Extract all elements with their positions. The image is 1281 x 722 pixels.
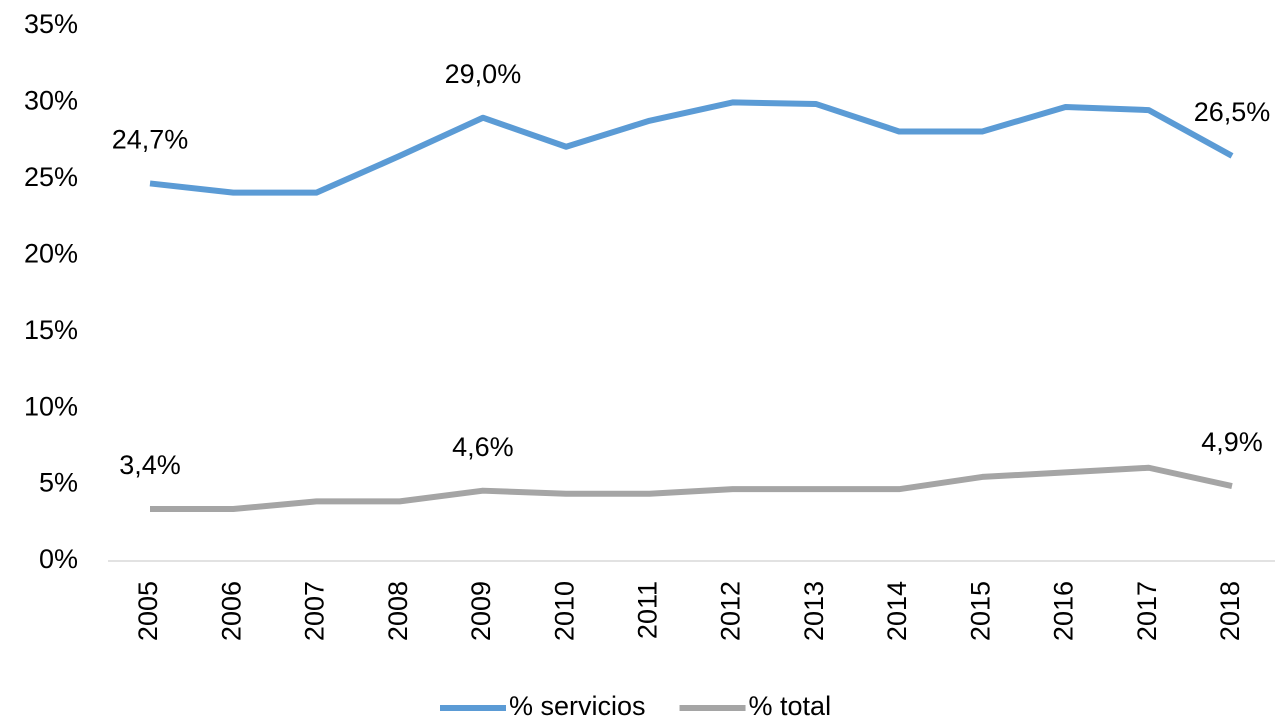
x-tick-label: 2007: [300, 581, 330, 641]
x-tick-label: 2014: [882, 581, 912, 641]
series-line: [149, 99, 1234, 196]
y-tick-label: 5%: [39, 468, 78, 498]
legend-label: % servicios: [509, 691, 646, 721]
y-tick-label: 35%: [24, 9, 78, 39]
data-label: 29,0%: [445, 59, 522, 89]
x-tick-label: 2010: [549, 581, 579, 641]
data-label: 4,6%: [452, 432, 514, 462]
x-tick-label: 2011: [633, 581, 663, 639]
x-tick-label: 2017: [1132, 581, 1162, 641]
y-tick-label: 25%: [24, 162, 78, 192]
x-tick-label: 2008: [383, 581, 413, 641]
x-tick-label: 2015: [965, 581, 995, 641]
data-label: 26,5%: [1194, 97, 1271, 127]
x-tick-label: 2018: [1215, 581, 1245, 641]
y-tick-label: 30%: [24, 86, 78, 116]
y-tick-label: 0%: [39, 544, 78, 574]
legend-label: % total: [749, 691, 832, 721]
x-tick-label: 2013: [799, 581, 829, 641]
data-label: 24,7%: [112, 125, 189, 155]
data-label: 3,4%: [119, 450, 181, 480]
data-label: 4,9%: [1201, 427, 1263, 457]
y-tick-label: 15%: [24, 315, 78, 345]
y-tick-label: 10%: [24, 391, 78, 421]
x-tick-label: 2009: [466, 581, 496, 641]
x-tick-label: 2016: [1049, 581, 1079, 641]
x-tick-label: 2012: [716, 581, 746, 641]
x-tick-label: 2005: [133, 581, 163, 641]
x-tick-label: 2006: [216, 581, 246, 641]
series-line: [150, 464, 1233, 513]
y-tick-label: 20%: [24, 238, 78, 268]
